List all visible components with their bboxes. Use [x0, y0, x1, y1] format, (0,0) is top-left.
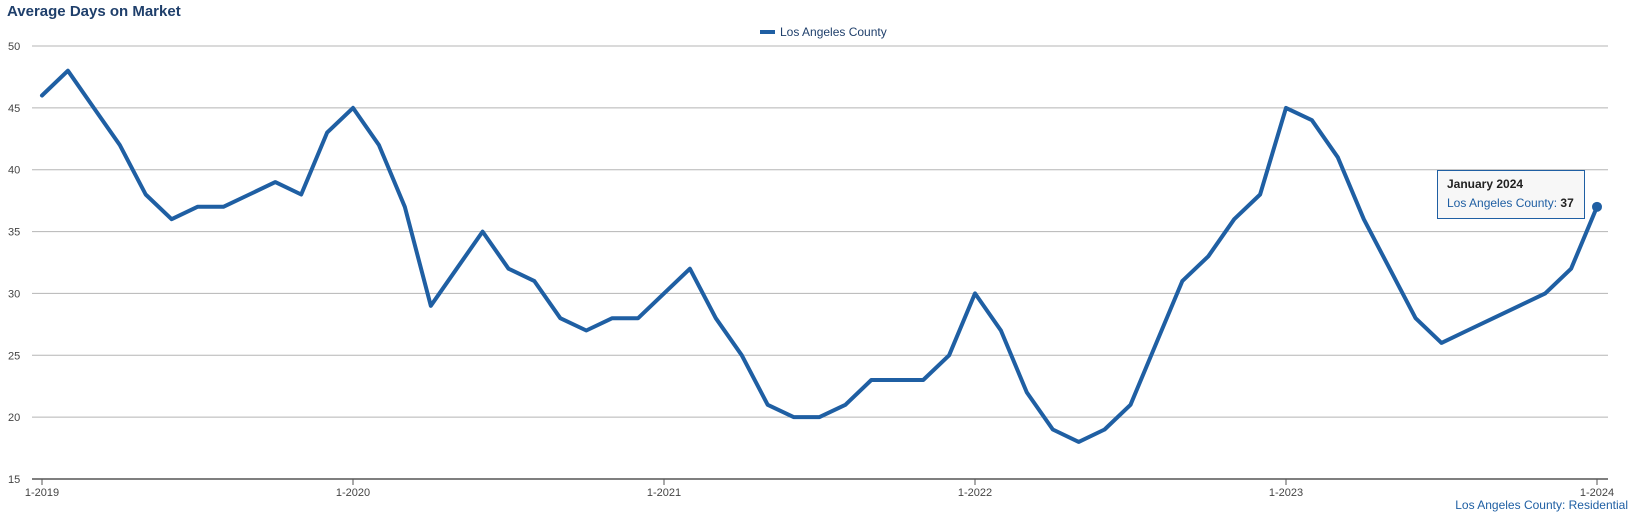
- legend[interactable]: Los Angeles County: [760, 25, 887, 39]
- tooltip-title: January 2024: [1447, 177, 1524, 191]
- series-los-angeles-county: [40, 68, 1602, 444]
- x-axis-ticks: 1-2019 1-2020 1-2021 1-2022 1-2023 1-2024: [25, 479, 1614, 499]
- y-tick-label: 40: [8, 165, 20, 177]
- y-tick-label: 25: [8, 350, 20, 362]
- tooltip-value: 37: [1560, 196, 1574, 210]
- tooltip-series-label: Los Angeles County:: [1447, 196, 1558, 210]
- grid-lines: [32, 45, 1608, 480]
- x-tick-label: 1-2020: [336, 487, 370, 499]
- y-tick-label: 30: [8, 288, 20, 300]
- y-tick-label: 15: [8, 474, 20, 486]
- tooltip-line: Los Angeles County: 37: [1447, 196, 1575, 210]
- y-tick-label: 45: [8, 103, 20, 115]
- x-tick-label: 1-2021: [647, 487, 681, 499]
- x-tick-label: 1-2022: [958, 487, 992, 499]
- y-tick-label: 20: [8, 412, 20, 424]
- chart-credit: Los Angeles County: Residential: [1455, 498, 1628, 512]
- y-tick-label: 50: [8, 41, 20, 53]
- x-tick-label: 1-2023: [1269, 487, 1303, 499]
- highlight-point: [1592, 201, 1602, 212]
- tooltip: January 2024 Los Angeles County: 37: [1437, 170, 1585, 219]
- y-tick-label: 35: [8, 227, 20, 239]
- x-tick-label: 1-2019: [25, 487, 59, 499]
- legend-label[interactable]: Los Angeles County: [780, 25, 887, 39]
- y-axis-ticks: 15 20 25 30 35 40 45 50: [8, 41, 20, 486]
- series-line: [40, 68, 1599, 444]
- x-tick-label: 1-2024: [1580, 487, 1614, 499]
- chart-title: Average Days on Market: [7, 3, 181, 20]
